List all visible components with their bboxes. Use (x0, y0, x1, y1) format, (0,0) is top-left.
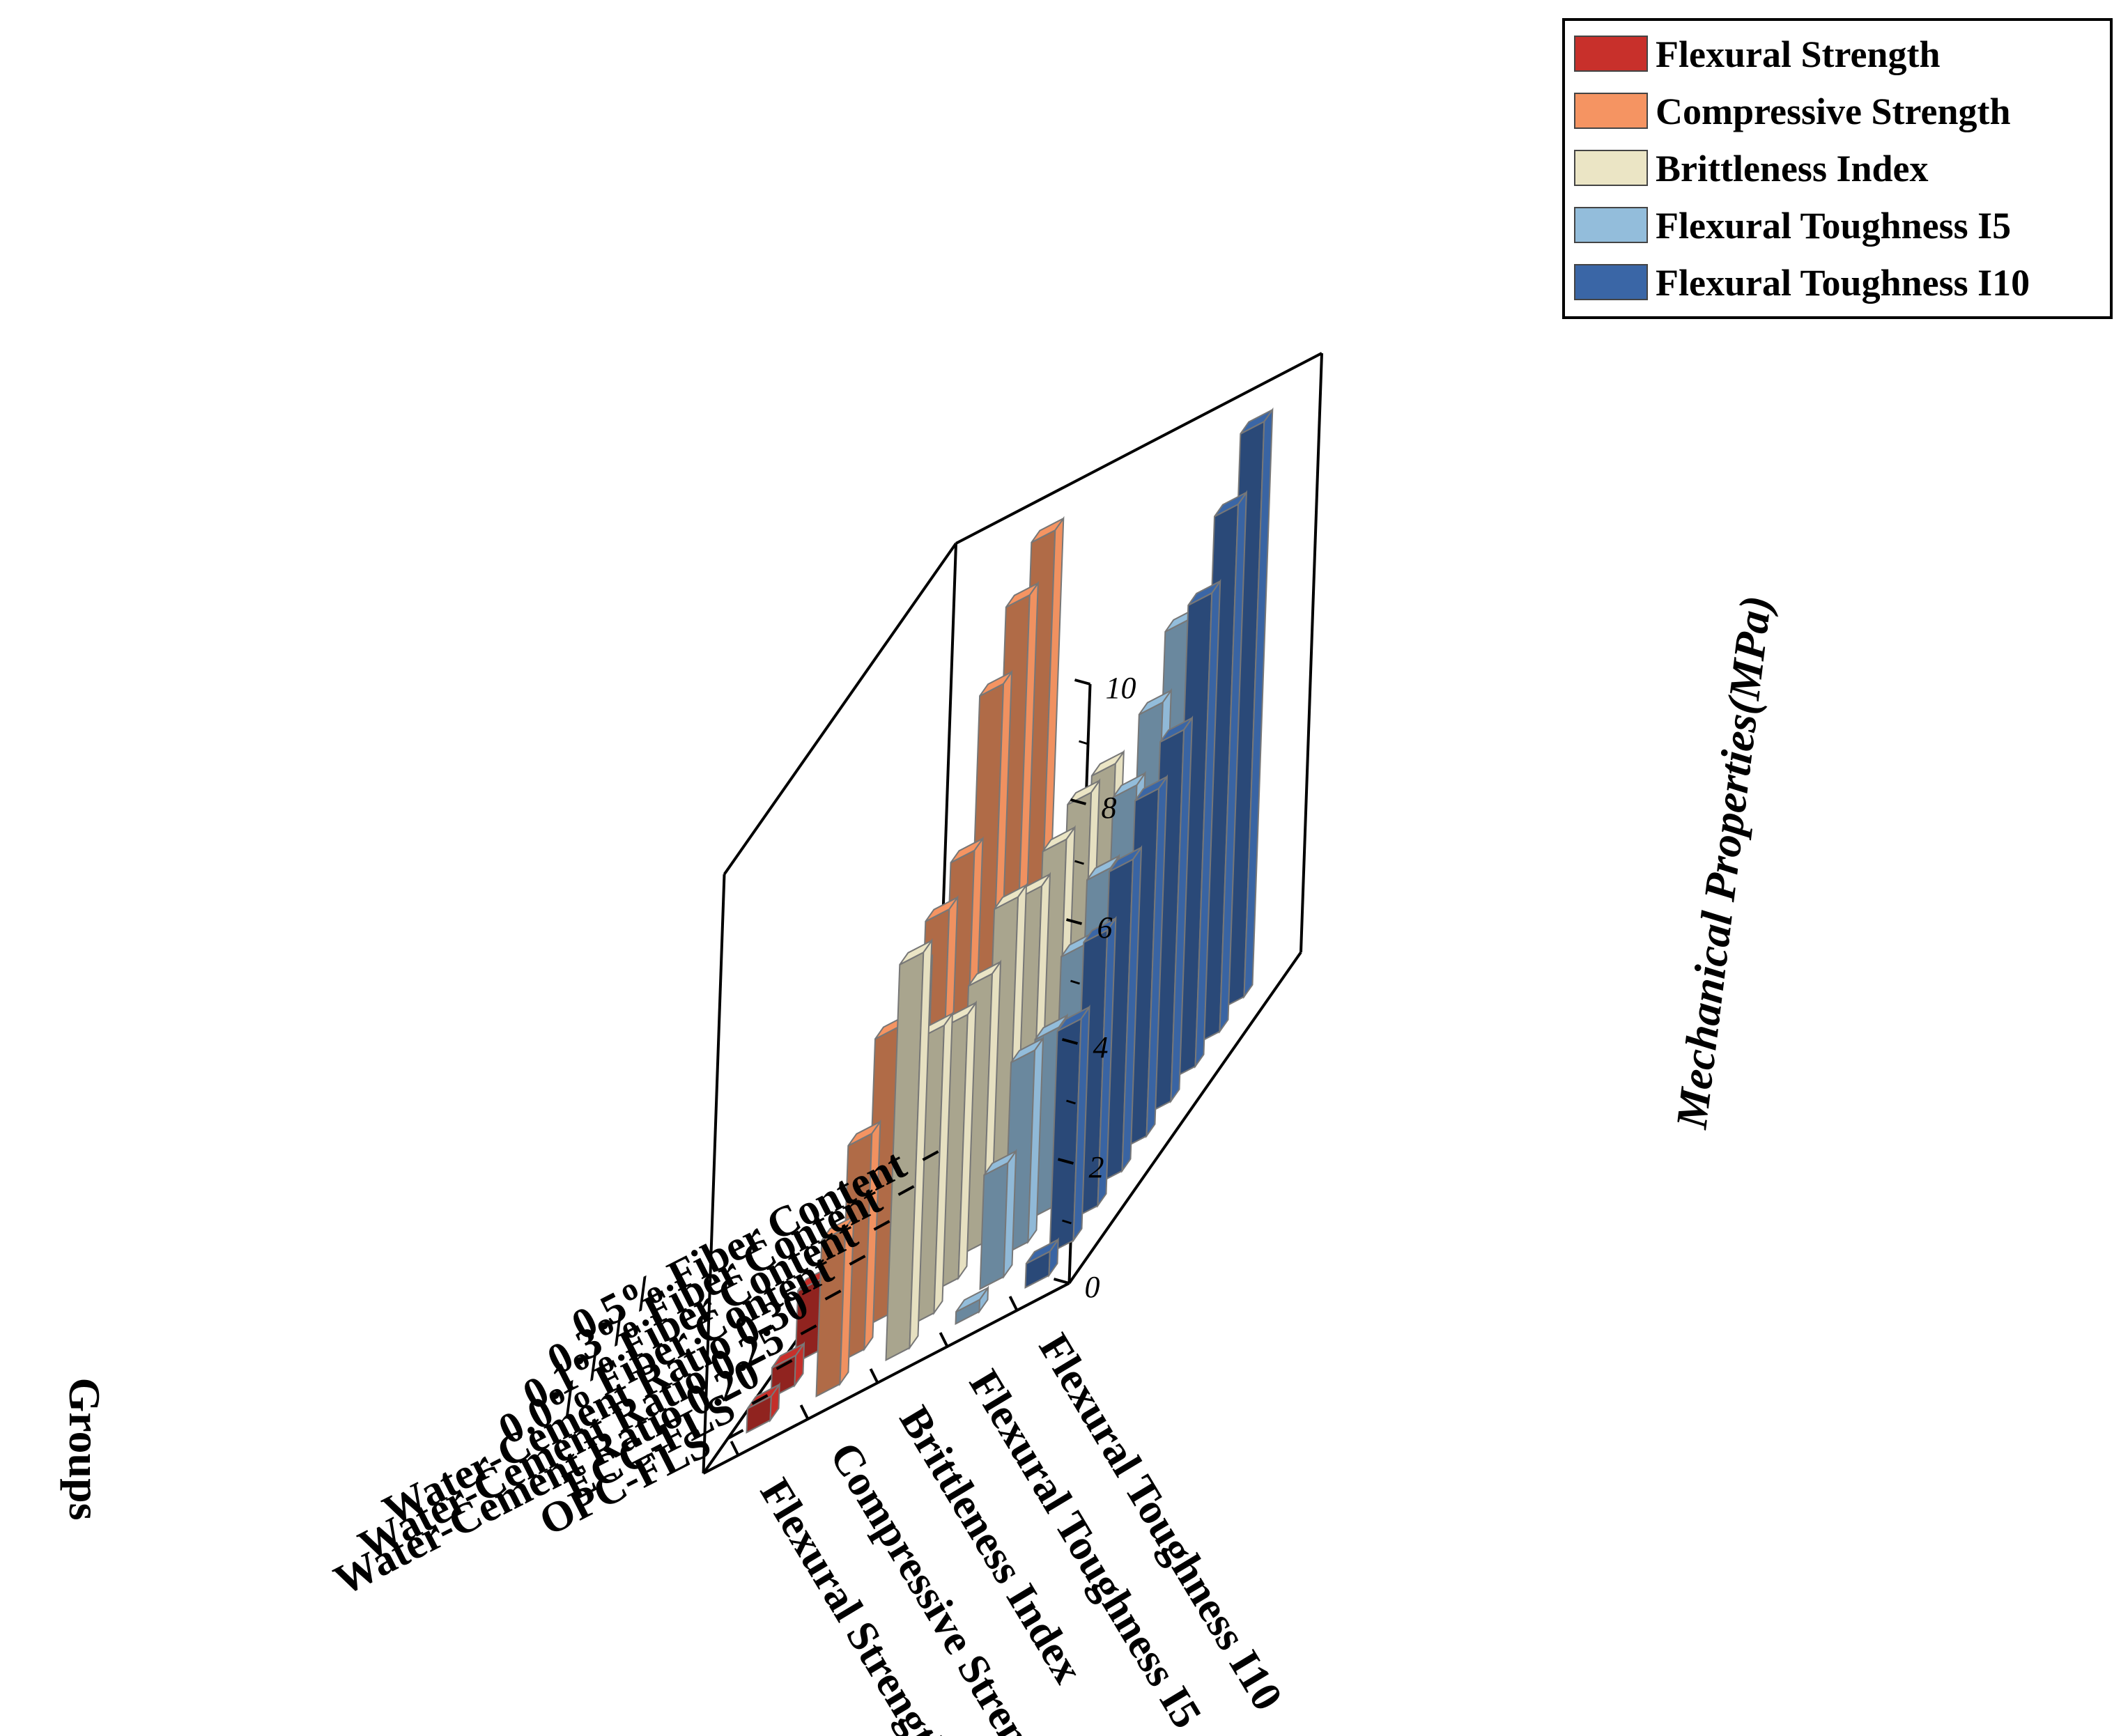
frame-floor-front-edge (702, 1282, 1070, 1475)
legend-swatch (1574, 264, 1648, 300)
bar-5-8 (1049, 1005, 1090, 1254)
frame-left-wall-top-edge (723, 542, 957, 876)
frame-back-right-edge (1299, 352, 1323, 953)
z-minor-tick (1066, 1099, 1076, 1105)
bar-top-face (1067, 780, 1100, 805)
bar-3-9 (885, 938, 933, 1361)
bar-top-face (1138, 690, 1172, 715)
bar-top-face (1134, 776, 1168, 802)
legend-entry-label: Compressive Strength (1656, 91, 2011, 132)
bar-top-face (1031, 518, 1065, 543)
group-axis-title: Groups (60, 1377, 109, 1520)
legend-box (1562, 18, 2113, 319)
group-tick (800, 1324, 817, 1335)
property-tick (869, 1368, 879, 1384)
group-tick (727, 1429, 744, 1440)
bar-5-9 (1024, 1237, 1059, 1289)
bar-4-9 (955, 1285, 989, 1325)
legend-entry-label: Flexural Toughness I5 (1656, 205, 2011, 247)
z-minor-tick (1070, 979, 1080, 985)
bar-top-face (847, 1121, 881, 1147)
z-tick-label: 6 (1097, 910, 1113, 945)
z-tick (1065, 918, 1083, 925)
bar-top-face (925, 897, 959, 922)
legend: Flexural Strength Compressive Strength Bri… (1562, 18, 2113, 319)
z-minor-tick (1062, 1219, 1072, 1225)
bar-top-face (994, 884, 1027, 910)
bar-top-face (955, 1287, 989, 1312)
bar-top-face (1010, 1037, 1044, 1063)
property-tick (1008, 1296, 1019, 1311)
group-tick (849, 1255, 866, 1266)
bar-top-face (1159, 717, 1193, 743)
bars (746, 407, 1274, 1434)
z-tick-label: 0 (1085, 1270, 1100, 1304)
frame-floor-right-edge (1067, 951, 1302, 1285)
bar-top-face (1109, 846, 1142, 872)
bar-top-face (1090, 751, 1125, 777)
frame-back-top-edge (955, 352, 1322, 545)
z-axis-title: Mechanical Properties(MPa) (1666, 593, 1780, 1132)
bar-top-face (950, 837, 984, 864)
property-tick (730, 1441, 740, 1456)
bar-top-face (1056, 1006, 1090, 1032)
bar-top-face (899, 940, 933, 966)
bar-top-face (1187, 580, 1221, 606)
legend-swatch (1574, 93, 1648, 129)
property-tick (799, 1404, 810, 1420)
axis-ticks (727, 679, 1091, 1456)
z-minor-tick (1079, 740, 1088, 745)
bar-top-face (1005, 582, 1039, 608)
bar-top-face (1240, 409, 1274, 435)
bar-2-9 (815, 1214, 855, 1397)
bar-4-8 (979, 1148, 1017, 1290)
bar-top-face (1034, 1014, 1068, 1041)
group-tick (897, 1185, 915, 1196)
legend-entry-label: Flexural Toughness I10 (1656, 262, 2030, 304)
group-tick (922, 1150, 939, 1161)
bar-top-face (821, 1216, 855, 1241)
bar-top-face (979, 671, 1012, 697)
bar-top-face (1214, 492, 1247, 518)
z-tick-label: 10 (1106, 671, 1136, 705)
z-tick (1074, 679, 1091, 685)
legend-entry-label: Flexural Strength (1656, 33, 1940, 75)
group-tick (776, 1359, 793, 1370)
bar-top-face (771, 1342, 805, 1369)
legend-entry-label: Brittleness Index (1656, 148, 1929, 189)
group-tick (824, 1289, 842, 1301)
legend-swatch (1574, 36, 1648, 72)
bar-top-face (983, 1150, 1017, 1176)
z-tick-label: 2 (1089, 1150, 1104, 1184)
z-tick (1061, 1038, 1079, 1045)
z-tick (1057, 1158, 1074, 1165)
bar-top-face (1042, 826, 1076, 853)
bar-top-face (1086, 855, 1120, 881)
z-tick-label: 8 (1102, 791, 1117, 825)
z-minor-tick (1074, 860, 1084, 865)
bar-top-face (1025, 1239, 1059, 1264)
bar-top-face (1112, 773, 1146, 798)
group-tick (873, 1220, 890, 1231)
property-tick (939, 1332, 949, 1347)
z-tick-label: 4 (1093, 1030, 1109, 1064)
bar-top-face (968, 961, 1001, 987)
legend-swatch (1574, 207, 1648, 243)
frame-left-wall-front-edge (702, 874, 726, 1474)
bar-top-face (1083, 917, 1117, 943)
z-tick (1070, 798, 1087, 805)
legend-swatch (1574, 150, 1648, 186)
group-tick (751, 1394, 769, 1405)
z-tick (1053, 1278, 1070, 1285)
